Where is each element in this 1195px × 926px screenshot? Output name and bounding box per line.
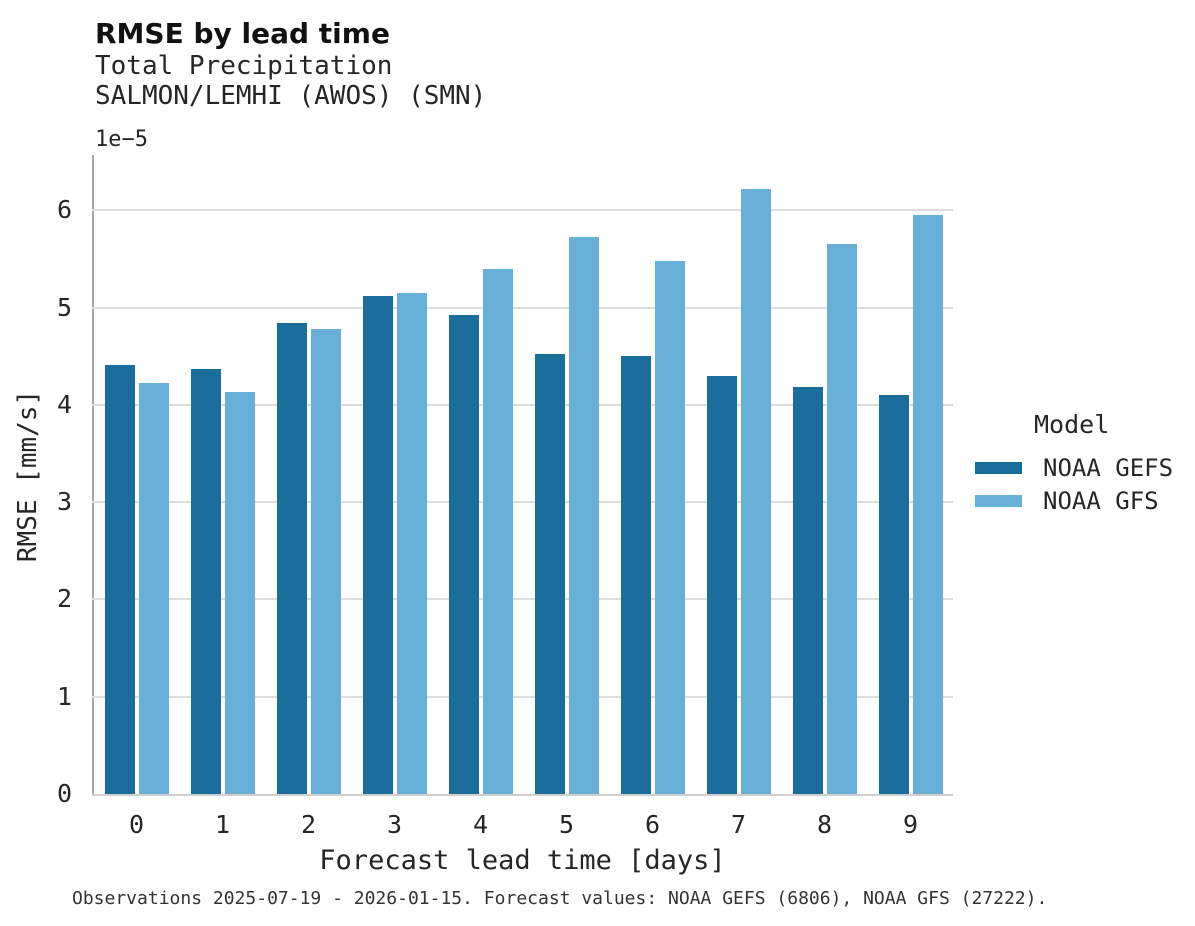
bar-noaa-gefs-day2 [276, 323, 307, 794]
y-axis-spine [92, 155, 94, 796]
bar-noaa-gfs-day1 [224, 392, 255, 794]
gridline-y-2 [92, 598, 953, 601]
legend-title: Model [1034, 410, 1110, 439]
y-tick-label-4: 4 [56, 389, 72, 419]
legend-entry-noaa-gfs: NOAA GFS [975, 484, 1195, 517]
bar-noaa-gfs-day4 [482, 268, 513, 794]
x-tick-label-1: 1 [214, 810, 231, 839]
chart-station-subtitle: SALMON/LEMHI (AWOS) (SMN) [95, 81, 487, 111]
bar-noaa-gefs-day5 [534, 354, 565, 794]
x-tick-label-0: 0 [128, 810, 145, 839]
x-tick-label-4: 4 [472, 810, 489, 839]
x-tick-label-6: 6 [644, 810, 661, 839]
bar-noaa-gefs-day4 [448, 314, 479, 794]
bar-noaa-gefs-day0 [104, 365, 135, 794]
legend-label-noaa-gfs: NOAA GFS [1043, 486, 1159, 515]
bar-noaa-gefs-day9 [878, 395, 909, 794]
gridline-y-1 [92, 695, 953, 698]
x-tick-label-3: 3 [386, 810, 403, 839]
x-tick-label-7: 7 [730, 810, 747, 839]
x-tick-label-2: 2 [300, 810, 317, 839]
gridline-y-5 [92, 306, 953, 309]
y-tick-label-2: 2 [56, 584, 72, 614]
x-tick-label-5: 5 [558, 810, 575, 839]
bar-noaa-gefs-day1 [190, 368, 221, 794]
bar-noaa-gfs-day2 [310, 329, 341, 794]
chart-title: RMSE by lead time [95, 17, 390, 50]
bar-noaa-gfs-day3 [396, 293, 427, 794]
gridline-y-3 [92, 501, 953, 504]
bar-noaa-gfs-day6 [654, 261, 685, 794]
bar-noaa-gfs-day5 [568, 236, 599, 794]
noaa-gfs-color-swatch [975, 494, 1022, 507]
y-tick-label-3: 3 [56, 487, 72, 517]
legend: Model NOAA GEFS NOAA GFS [975, 410, 1195, 517]
x-tick-label-8: 8 [816, 810, 833, 839]
bar-noaa-gfs-day8 [826, 244, 857, 794]
x-axis-spine [92, 794, 953, 796]
y-axis-offset-text: 1e−5 [95, 127, 148, 152]
gridline-y-4 [92, 403, 953, 406]
bar-noaa-gfs-day0 [138, 382, 169, 794]
x-axis-label: Forecast lead time [days] [319, 845, 726, 876]
legend-entry-noaa-gefs: NOAA GEFS [975, 451, 1195, 484]
y-tick-label-0: 0 [56, 779, 72, 808]
noaa-gefs-color-swatch [975, 461, 1022, 474]
y-tick-label-1: 1 [56, 681, 72, 711]
bar-noaa-gefs-day3 [362, 296, 393, 794]
x-tick-label-9: 9 [902, 810, 919, 839]
bar-noaa-gefs-day8 [792, 387, 823, 794]
chart-subtitle: Total Precipitation [95, 51, 393, 81]
bar-noaa-gfs-day9 [912, 215, 943, 794]
gridline-y-6 [92, 209, 953, 212]
footer-note: Observations 2025-07-19 - 2026-01-15. Fo… [72, 888, 1048, 909]
bar-noaa-gefs-day7 [706, 375, 737, 794]
legend-label-noaa-gefs: NOAA GEFS [1043, 453, 1174, 482]
bar-noaa-gfs-day7 [740, 189, 771, 794]
y-tick-label-6: 6 [56, 195, 72, 225]
y-tick-label-5: 5 [56, 292, 72, 322]
bar-noaa-gefs-day6 [620, 356, 651, 794]
